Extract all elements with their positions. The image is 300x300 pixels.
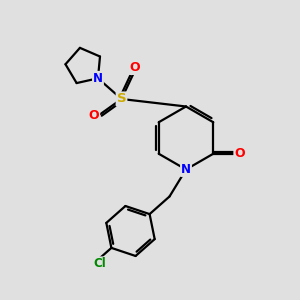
Text: O: O <box>234 147 245 160</box>
Text: N: N <box>93 72 103 85</box>
Text: Cl: Cl <box>94 257 106 270</box>
Text: O: O <box>88 109 99 122</box>
Text: S: S <box>117 92 126 106</box>
Text: N: N <box>181 163 191 176</box>
Text: O: O <box>130 61 140 74</box>
